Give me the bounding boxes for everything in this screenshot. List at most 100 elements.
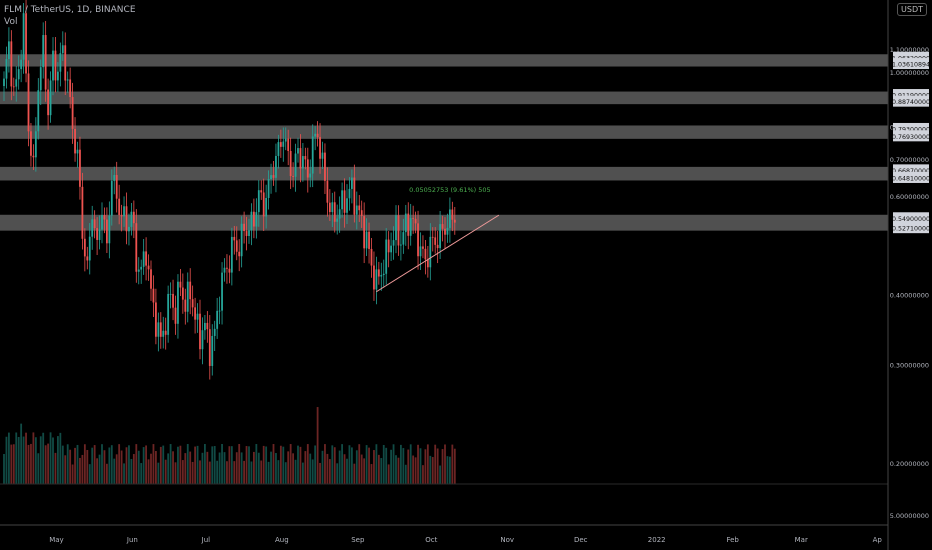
zone-1 — [0, 91, 888, 105]
volume-bar — [424, 449, 427, 484]
volume-bar — [272, 444, 275, 484]
volume-bar — [390, 449, 392, 484]
volume-bar — [363, 458, 366, 484]
candle — [194, 307, 196, 320]
candle — [74, 128, 76, 154]
candle — [130, 211, 133, 227]
time-tick-label: Mar — [795, 536, 808, 544]
volume-bar — [42, 432, 45, 484]
trendline — [376, 214, 500, 293]
price-tick-label: 1.00000000 — [890, 69, 929, 77]
candle — [66, 79, 69, 81]
volume-bar — [177, 446, 179, 484]
candle — [137, 269, 140, 272]
candle — [444, 228, 446, 235]
volume-bar — [74, 447, 76, 484]
volume-bar — [380, 458, 383, 484]
volume-bar — [316, 407, 319, 484]
candle — [238, 251, 241, 257]
volume-bar — [83, 444, 86, 484]
volume-bar — [96, 458, 98, 484]
candle — [439, 224, 441, 249]
volume-bar — [208, 461, 211, 484]
candle — [243, 223, 245, 232]
volume-bar — [135, 444, 138, 484]
volume-bar — [61, 445, 64, 484]
volume-bar — [436, 448, 439, 484]
volume-bar — [3, 454, 5, 484]
volume-bar — [289, 444, 292, 484]
volume-bar — [449, 456, 451, 484]
candle — [431, 236, 434, 238]
candle — [88, 236, 91, 261]
candle — [5, 59, 8, 79]
volume-bar — [368, 447, 370, 484]
volume-bar — [314, 445, 317, 484]
volume-bar — [417, 444, 419, 484]
volume-bar — [282, 446, 285, 484]
candle — [22, 13, 25, 60]
price-tag-label: 0.79300000 — [892, 126, 930, 133]
price-tag-label: 0.64810000 — [892, 175, 930, 182]
volume-bar — [338, 450, 341, 484]
candle — [69, 79, 72, 98]
volume-bar — [30, 443, 32, 484]
candle — [402, 232, 405, 245]
candle — [164, 330, 167, 335]
volume-bar — [402, 448, 405, 484]
candle — [346, 198, 348, 213]
candle — [397, 215, 400, 246]
volume-bar — [125, 447, 128, 484]
currency-badge[interactable]: USDT — [897, 3, 927, 16]
volume-bar — [157, 462, 160, 484]
volume-bar — [311, 459, 314, 484]
candle — [368, 231, 370, 249]
time-tick-label: Dec — [574, 536, 588, 544]
volume-bar — [230, 446, 233, 484]
volume-bar — [101, 444, 103, 484]
candle — [10, 41, 13, 87]
volume-bar — [54, 452, 57, 484]
volume-bar — [123, 463, 125, 484]
candle — [412, 218, 415, 219]
time-tick-label: Aug — [275, 536, 289, 544]
volume-bar — [250, 461, 253, 484]
volume-bar — [140, 463, 143, 484]
volume-bar — [162, 445, 165, 484]
volume-bar — [169, 444, 172, 484]
volume-bar — [88, 464, 91, 484]
price-tag-label: 0.52710000 — [892, 226, 930, 233]
volume-bar — [34, 437, 37, 484]
price-tag — [893, 222, 929, 234]
candle — [52, 50, 54, 81]
volume-bar — [375, 444, 378, 484]
volume-bar — [346, 458, 348, 484]
volume-bar — [355, 450, 358, 484]
candle — [47, 89, 49, 116]
candle — [319, 137, 321, 159]
candle — [91, 219, 94, 237]
candle — [189, 281, 192, 300]
candle — [32, 155, 35, 158]
volume-bar — [358, 444, 361, 484]
volume-bar — [152, 444, 155, 484]
price-tag-label: 0.88740000 — [892, 99, 930, 106]
candle — [279, 142, 282, 147]
candle — [434, 237, 437, 245]
volume-bar — [49, 432, 52, 484]
volume-bar — [174, 462, 177, 484]
volume-bar — [397, 457, 400, 484]
volume-bar — [422, 465, 424, 484]
candle — [419, 246, 422, 257]
candle — [191, 299, 194, 308]
volume-bar — [441, 449, 444, 484]
price-tag — [893, 95, 929, 107]
price-tick-label: 0.30000000 — [890, 362, 929, 370]
volume-bar — [351, 447, 353, 484]
candle — [54, 50, 57, 81]
price-tag — [893, 212, 929, 224]
volume-bar — [336, 463, 339, 484]
candle — [17, 69, 20, 80]
volume-bar — [395, 455, 397, 484]
